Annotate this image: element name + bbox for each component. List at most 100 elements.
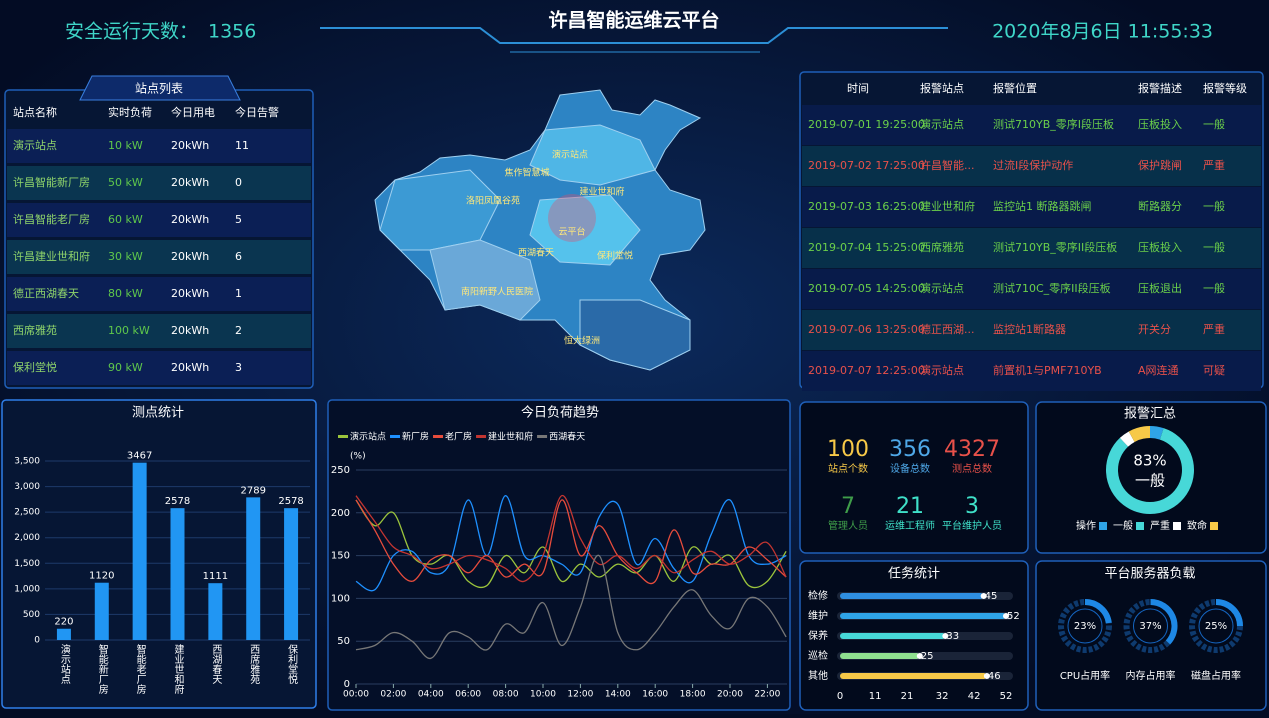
cell: 监控站1 断路器跳闸 (993, 199, 1092, 213)
gauge-arc (1150, 599, 1178, 645)
legend-label: 新厂房 (402, 431, 429, 443)
center-subtext: 一般 (1135, 472, 1165, 490)
gauge-value: 25% (1205, 621, 1227, 632)
cell: 6 (235, 250, 242, 263)
value-label: 33 (946, 631, 959, 642)
row-bg (802, 228, 1261, 268)
y-tick-label: 0 (34, 636, 40, 646)
cell: 20kWh (171, 324, 209, 337)
chart-title: 测点统计 (132, 406, 184, 421)
x-tick-label: 06:00 (455, 690, 481, 700)
legend-label: 建业世和府 (488, 431, 533, 443)
map-label: 南阳新野人民医院 (461, 286, 533, 298)
region (529, 194, 641, 266)
cell: 西席雅苑 (920, 240, 964, 254)
y-tick-label: 1,500 (14, 559, 40, 569)
legend-swatch (1210, 522, 1218, 530)
x-tick-label: 04:00 (418, 690, 444, 700)
datetime: 2020年8月6日 11:55:33 (992, 21, 1213, 43)
cell: 100 kW (108, 324, 150, 337)
gauge-inner (1067, 608, 1103, 644)
panel (1035, 560, 1267, 711)
cell: 5 (235, 213, 242, 226)
x-tick-label: 西湖春天 (210, 644, 222, 685)
legend-swatch (390, 435, 401, 438)
map-label: 洛阳凤凰谷苑 (466, 195, 520, 207)
value-label: 25 (921, 651, 934, 662)
legend-label: 严重 (1150, 519, 1170, 532)
cell: 20kWh (171, 361, 209, 374)
cell: 2019-07-01 19:25:00 (808, 118, 925, 131)
donut-segment (1106, 428, 1194, 514)
bar-end (980, 593, 987, 599)
cell: 前置机1与PMF710YB (993, 363, 1102, 377)
row-bg (7, 129, 311, 163)
bar (208, 583, 223, 640)
stat-label: 运维工程师 (885, 519, 935, 532)
bar (94, 582, 109, 640)
x-tick-label: 00:00 (343, 690, 369, 700)
gauge-arc (1215, 599, 1243, 627)
legend-label: 致命 (1187, 519, 1207, 532)
column-header: 今日用电 (171, 105, 215, 119)
x-tick-label: 14:00 (605, 690, 631, 700)
cell: 20kWh (171, 250, 209, 263)
legend-swatch (1136, 522, 1144, 530)
legend-label: 老厂房 (445, 431, 472, 443)
cell: 一般 (1203, 200, 1225, 213)
value-label: 2578 (165, 496, 190, 507)
safe-days: 1356 (208, 21, 256, 43)
cell: 一般 (1203, 118, 1225, 131)
donut-segment (1149, 426, 1164, 440)
x-tick-label: 10:00 (530, 690, 556, 700)
legend-swatch (433, 435, 444, 438)
bar (840, 613, 1006, 619)
cell: 0 (235, 176, 242, 189)
y-tick-label: 0 (344, 679, 350, 690)
legend-swatch (537, 435, 548, 438)
bar (132, 462, 147, 640)
bar (246, 497, 261, 640)
legend-label: 演示站点 (350, 431, 386, 443)
cell: 2019-07-03 16:25:00 (808, 200, 925, 213)
cell: 保护跳闸 (1138, 158, 1182, 172)
stat-label: 站点个数 (828, 462, 868, 475)
value-label: 52 (1007, 611, 1020, 622)
x-tick-label: 智能新厂房 (96, 643, 108, 695)
cell: 德正西湖春天 (13, 286, 79, 300)
cell: 80 kW (108, 287, 143, 300)
bar-end (916, 653, 923, 659)
map-label: 演示站点 (552, 149, 588, 161)
gauge-label: 内存占用率 (1126, 669, 1176, 682)
row-bg (7, 166, 311, 200)
cell: 20kWh (171, 176, 209, 189)
cell: 30 kW (108, 250, 143, 263)
cell: 许昌智能... (920, 158, 975, 172)
map-labels: 演示站点 焦作智慧城 建业世和府 洛阳凤凰谷苑 云平台 西湖春天 保利堂悦 南阳… (461, 149, 633, 347)
gauge-label: 磁盘占用率 (1191, 669, 1241, 682)
gauge-value: 23% (1074, 621, 1096, 632)
row-bg (802, 105, 1261, 145)
x-tick-label: 西席雅苑 (248, 644, 260, 684)
column-header: 今日告警 (235, 105, 279, 119)
line (355, 499, 787, 585)
y-tick-label: 2,000 (14, 533, 40, 543)
cell: 过流I段保护动作 (993, 158, 1073, 172)
panel (799, 401, 1029, 554)
x-tick-label: 02:00 (380, 690, 406, 700)
cell: 11 (235, 139, 249, 152)
line (355, 495, 787, 583)
x-tick-label: 智能老厂房 (134, 643, 146, 695)
cell: 严重 (1203, 158, 1225, 172)
bar-end (983, 673, 990, 679)
column-header: 报警等级 (1203, 81, 1247, 95)
y-tick-label: 1,000 (14, 584, 40, 594)
bar (170, 508, 185, 640)
row-bg (7, 277, 311, 311)
cell: 50 kW (108, 176, 143, 189)
bar (56, 628, 71, 640)
y-tick-label: 150 (331, 551, 350, 562)
legend-swatch (476, 435, 487, 438)
